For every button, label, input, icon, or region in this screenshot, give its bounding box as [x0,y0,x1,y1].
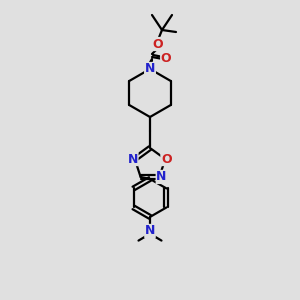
Text: O: O [153,38,163,50]
Text: O: O [161,52,171,64]
Text: N: N [156,170,167,183]
Text: N: N [128,153,138,166]
Text: N: N [145,224,155,237]
Text: O: O [161,153,172,166]
Text: N: N [145,62,155,76]
Text: N: N [145,65,155,79]
